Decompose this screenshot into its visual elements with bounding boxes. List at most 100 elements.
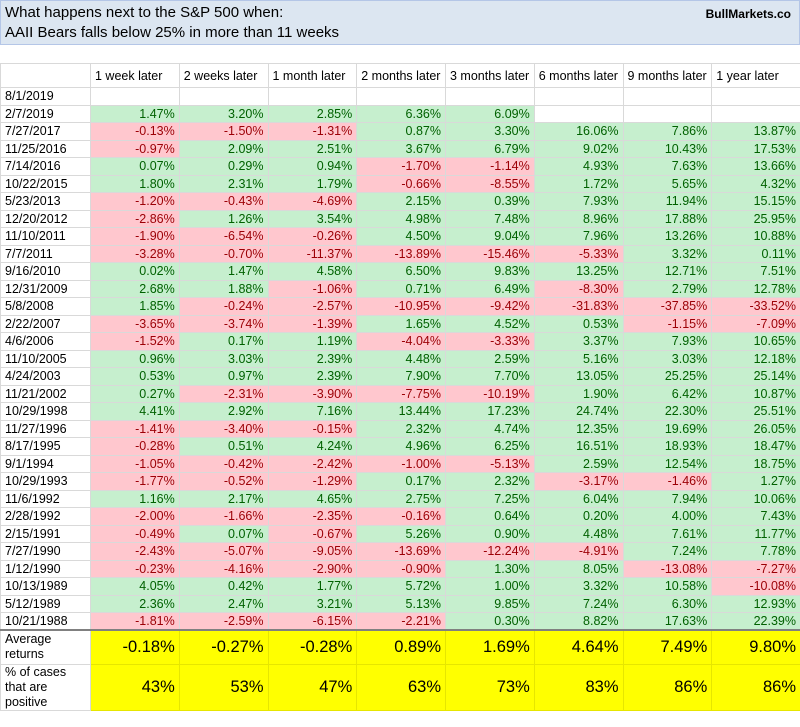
row-date: 4/24/2003	[0, 367, 91, 386]
return-cell: 0.53%	[90, 367, 180, 386]
table-row: 5/12/1989 2.36% 2.47% 3.21% 5.13% 9.85% 7.24% 6…	[0, 594, 800, 613]
row-date: 11/25/2016	[0, 139, 91, 158]
return-cell: 8.82%	[533, 612, 624, 631]
return-cell: -2.86%	[90, 209, 180, 228]
return-cell: -1.90%	[90, 227, 180, 246]
return-cell: 2.79%	[622, 279, 713, 298]
return-cell: -1.52%	[90, 332, 180, 351]
return-cell: 4.58%	[267, 262, 358, 281]
return-cell: 0.94%	[267, 157, 358, 176]
return-cell: -1.15%	[622, 314, 713, 333]
return-cell: 22.39%	[711, 612, 800, 631]
row-date: 7/7/2011	[0, 244, 91, 263]
title-banner: What happens next to the S&P 500 when: A…	[0, 0, 800, 45]
return-cell: 12.93%	[711, 594, 800, 613]
return-cell: 6.30%	[622, 594, 713, 613]
column-header: 1 month later	[267, 63, 358, 88]
row-date: 11/21/2002	[0, 384, 91, 403]
return-cell: -7.09%	[711, 314, 800, 333]
row-date: 5/23/2013	[0, 192, 91, 211]
return-cell: -0.52%	[178, 472, 269, 491]
return-cell: 22.30%	[622, 402, 713, 421]
table-row: 4/24/2003 0.53% 0.97% 2.39% 7.90% 7.70% 13.05%…	[0, 367, 800, 386]
return-cell: 10.43%	[622, 139, 713, 158]
return-cell: 1.80%	[90, 174, 180, 193]
return-cell: 25.51%	[711, 402, 800, 421]
row-date: 7/14/2016	[0, 157, 91, 176]
return-cell: 1.65%	[356, 314, 446, 333]
return-cell: 1.16%	[90, 489, 180, 508]
return-cell: 10.65%	[711, 332, 800, 351]
return-cell: 4.32%	[711, 174, 800, 193]
return-cell: 1.27%	[711, 472, 800, 491]
row-date: 10/29/1993	[0, 472, 91, 491]
return-cell: 15.15%	[711, 192, 800, 211]
return-cell: 0.07%	[178, 524, 269, 543]
return-cell: 1.72%	[533, 174, 624, 193]
return-cell	[711, 104, 800, 123]
average-value: -0.27%	[178, 629, 269, 665]
row-date: 2/15/1991	[0, 524, 91, 543]
table-row: 10/29/1998 4.41% 2.92% 7.16% 13.44% 17.23% 24.…	[0, 402, 800, 421]
return-cell: 6.25%	[445, 437, 535, 456]
return-cell: -1.70%	[356, 157, 446, 176]
return-cell: 4.98%	[356, 209, 446, 228]
return-cell: 7.93%	[533, 192, 624, 211]
column-header: 9 months later	[622, 63, 713, 88]
table-row: 7/27/1990 -2.43% -5.07% -9.05% -13.69% -12.24…	[0, 542, 800, 561]
return-cell: 18.47%	[711, 437, 800, 456]
table-row: 11/25/2016 -0.97% 2.09% 2.51% 3.67% 6.79% 9.02…	[0, 139, 800, 158]
return-cell: 2.85%	[267, 104, 358, 123]
return-cell: 2.39%	[267, 367, 358, 386]
return-cell: 12.54%	[622, 454, 713, 473]
return-cell	[533, 87, 624, 106]
return-cell: -7.27%	[711, 559, 800, 578]
column-header: 2 weeks later	[178, 63, 269, 88]
return-cell: 4.48%	[533, 524, 624, 543]
average-value: -0.28%	[267, 629, 358, 665]
return-cell: -4.16%	[178, 559, 269, 578]
table-row: 11/6/1992 1.16% 2.17% 4.65% 2.75% 7.25% 6.04% 7…	[0, 489, 800, 508]
return-cell: 2.59%	[445, 349, 535, 368]
table-row: 7/14/2016 0.07% 0.29% 0.94% -1.70% -1.14% 4.93…	[0, 157, 800, 176]
return-cell	[356, 87, 446, 106]
return-cell: 6.36%	[356, 104, 446, 123]
brand-label: BullMarkets.co	[705, 7, 791, 21]
return-cell: 2.31%	[178, 174, 269, 193]
table-row: 10/29/1993 -1.77% -0.52% -1.29% 0.17% 2.32% -3…	[0, 472, 800, 491]
header-date-cell	[0, 63, 91, 88]
return-cell: 1.90%	[533, 384, 624, 403]
row-date: 2/28/1992	[0, 507, 91, 526]
row-date: 11/6/1992	[0, 489, 91, 508]
return-cell	[711, 87, 800, 106]
return-cell: 13.66%	[711, 157, 800, 176]
header-row: 1 week later 2 weeks later 1 month later…	[0, 63, 800, 88]
return-cell: -11.37%	[267, 244, 358, 263]
return-cell: 1.00%	[445, 577, 535, 596]
return-cell: -0.23%	[90, 559, 180, 578]
title-line-2: AAII Bears falls below 25% in more than …	[5, 24, 340, 41]
return-cell: 2.17%	[178, 489, 269, 508]
return-cell: 1.79%	[267, 174, 358, 193]
return-cell: 4.65%	[267, 489, 358, 508]
return-cell: 4.41%	[90, 402, 180, 421]
return-cell: 3.37%	[533, 332, 624, 351]
return-cell: -1.41%	[90, 419, 180, 438]
return-cell: 12.71%	[622, 262, 713, 281]
column-header: 1 year later	[711, 63, 800, 88]
table-row: 7/7/2011 -3.28% -0.70% -11.37% -13.89% -15.46…	[0, 244, 800, 263]
return-cell: 8.96%	[533, 209, 624, 228]
average-value: 9.80%	[711, 629, 800, 665]
percent-positive-value: 47%	[267, 663, 358, 711]
return-cell: -4.04%	[356, 332, 446, 351]
return-cell: -1.81%	[90, 612, 180, 631]
return-cell: -31.83%	[533, 297, 624, 316]
return-cell: 0.17%	[356, 472, 446, 491]
return-cell: -9.42%	[445, 297, 535, 316]
column-header: 6 months later	[533, 63, 624, 88]
return-cell: -3.33%	[445, 332, 535, 351]
percent-positive-value: 83%	[533, 663, 624, 711]
average-value: 1.69%	[445, 629, 535, 665]
return-cell: 6.49%	[445, 279, 535, 298]
return-cell: -15.46%	[445, 244, 535, 263]
